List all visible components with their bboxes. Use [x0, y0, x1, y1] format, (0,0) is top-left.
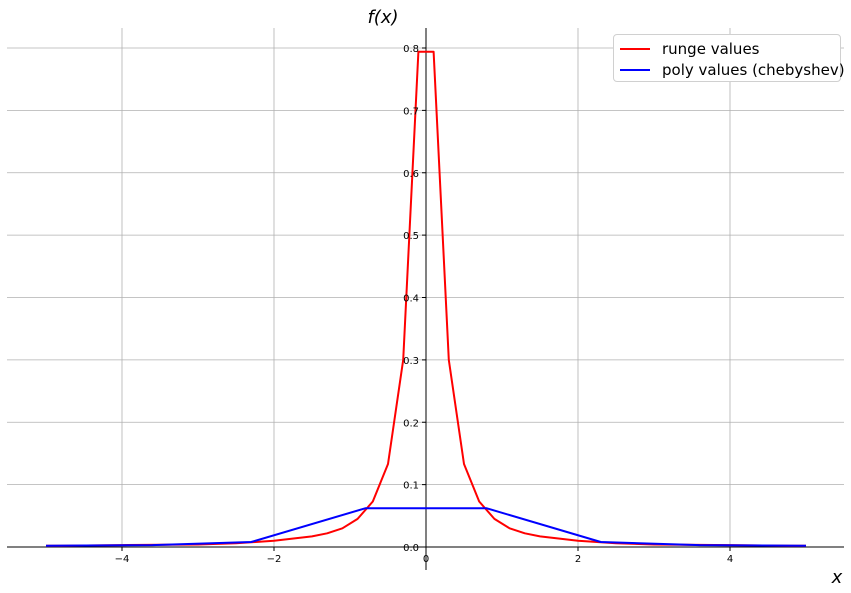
y-tick-label: 0.4: [403, 294, 419, 305]
chebyshev-poly-line: [45, 507, 807, 547]
series-lines: [45, 50, 807, 547]
axes-spines: [7, 28, 844, 570]
y-tick-label: 0.2: [403, 418, 419, 429]
tick-labels: −4 −2 0 2 4 0.0 0.1 0.2 0.3 0.4 0.5 0.6 0.7 0.8: [115, 44, 734, 565]
legend-swatch-runge: [620, 48, 650, 50]
legend-item-runge: runge values: [620, 38, 760, 60]
x-tick-label: 0: [423, 554, 429, 565]
legend-swatch-chebyshev: [620, 69, 650, 71]
y-tick-label: 0.7: [403, 106, 419, 117]
y-tick-label: 0.3: [403, 356, 419, 367]
y-tick-label: 0.0: [403, 543, 419, 554]
legend-label-chebyshev: poly values (chebyshev): [662, 61, 845, 79]
x-tick-label: 4: [727, 554, 733, 565]
x-tick-label: −2: [267, 554, 282, 565]
legend-label-runge: runge values: [662, 40, 760, 58]
x-axis-title: x: [831, 567, 843, 588]
y-tick-label: 0.6: [403, 169, 419, 180]
runge-values-line: [46, 50, 806, 547]
y-tick-label: 0.1: [403, 481, 419, 492]
y-axis-title: f(x): [367, 7, 398, 28]
x-tick-label: −4: [115, 554, 130, 565]
legend-item-chebyshev: poly values (chebyshev): [620, 59, 845, 81]
y-tick-label: 0.8: [403, 44, 419, 55]
x-tick-label: 2: [575, 554, 581, 565]
legend: runge values poly values (chebyshev): [613, 34, 845, 82]
y-tick-label: 0.5: [403, 231, 419, 242]
axis-titles: x f(x): [367, 7, 842, 588]
